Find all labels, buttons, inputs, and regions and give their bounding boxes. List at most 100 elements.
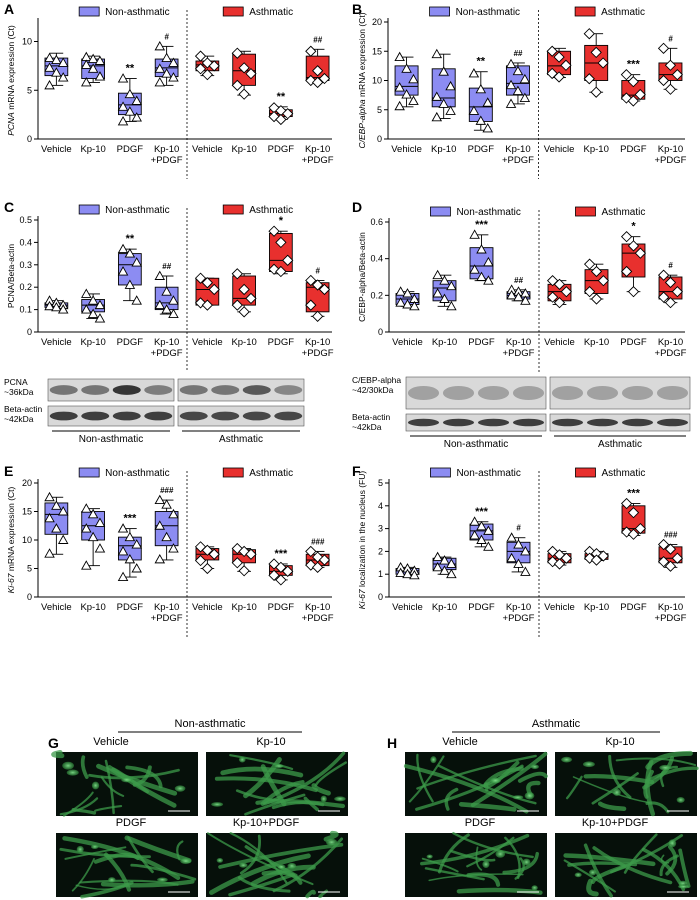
significance-label: ##	[514, 276, 523, 285]
data-point	[231, 557, 243, 569]
blot-band	[49, 411, 78, 421]
data-point	[168, 295, 179, 305]
blot-band	[586, 418, 619, 427]
blot-band	[242, 385, 271, 395]
data-point	[627, 528, 640, 540]
cell-fiber	[314, 761, 348, 787]
y-tick-label: 5	[378, 478, 383, 488]
data-point	[583, 286, 596, 298]
box-B-asthmatic-0	[546, 45, 572, 83]
data-point	[154, 299, 166, 310]
significance-label: **	[277, 91, 286, 103]
y-tick-label: 0.4	[370, 254, 383, 264]
data-point	[282, 565, 294, 577]
data-point	[469, 530, 480, 540]
category-label: PDGF	[620, 337, 647, 348]
box-F-non-asthmatic-0	[395, 561, 420, 580]
y-tick-label: 0.3	[19, 260, 32, 270]
data-point	[519, 92, 531, 103]
category-label: Kp-10	[80, 602, 105, 613]
cell-fiber	[659, 854, 679, 877]
data-point	[124, 553, 136, 564]
data-point	[131, 539, 142, 549]
box-A-asthmatic-3: ##	[305, 35, 331, 89]
data-point	[124, 531, 136, 542]
data-point	[468, 68, 480, 78]
data-point	[161, 499, 172, 509]
cell-fiber	[59, 847, 151, 859]
box-F-asthmatic-0	[546, 545, 573, 570]
data-point	[282, 108, 294, 120]
data-point	[51, 301, 62, 312]
micrograph-tile	[51, 749, 198, 817]
legend-swatch	[574, 6, 596, 17]
box-D-asthmatic-2: *	[620, 221, 647, 298]
chart-panel-E: 0 5 10 15 20 Ki-67 mRNA expression (Ct) Non-as…	[6, 467, 334, 637]
category-label: Vehicle	[544, 602, 575, 613]
category-label: Kp-10	[231, 602, 256, 613]
data-point	[81, 304, 92, 314]
legend-swatch	[430, 206, 451, 217]
panel-letter: B	[352, 1, 362, 17]
cell-fiber	[107, 765, 177, 808]
micrograph-tile	[555, 833, 697, 898]
data-point	[44, 52, 55, 63]
data-point	[268, 225, 280, 237]
blot-band	[407, 418, 440, 427]
significance-label: ***	[475, 506, 489, 518]
cell-fiber	[458, 802, 517, 812]
data-point	[318, 554, 331, 566]
data-point	[231, 268, 243, 280]
data-point	[476, 534, 487, 544]
cell-fiber	[130, 863, 197, 881]
data-point	[168, 308, 179, 319]
category-label: +PDGF	[655, 613, 687, 624]
category-label: PDGF	[620, 602, 647, 613]
data-point	[44, 512, 55, 523]
blot-size-label: ~36kDa	[4, 387, 34, 397]
cell-nucleus	[334, 796, 346, 802]
blot-row-label: PCNA	[4, 377, 28, 387]
cell-fiber	[450, 849, 496, 862]
data-point	[94, 71, 106, 81]
category-label: Kp-10	[231, 337, 256, 348]
significance-label: #	[668, 34, 673, 43]
category-label: Kp-10	[432, 337, 457, 348]
cell-nucleus	[530, 764, 539, 770]
y-tick-label: 15	[372, 46, 382, 56]
panel-letter: E	[4, 463, 13, 479]
data-point	[161, 68, 172, 78]
data-point	[620, 265, 633, 278]
data-point	[117, 73, 129, 83]
data-point	[520, 295, 531, 305]
data-point	[81, 560, 92, 570]
cell-fiber	[305, 889, 316, 899]
cell-fiber	[608, 754, 632, 799]
data-point	[161, 286, 172, 296]
y-axis-label-gene: Ki-67	[357, 589, 367, 609]
blot-band	[179, 385, 208, 395]
category-label: Kp-10	[432, 602, 457, 613]
category-label: Vehicle	[192, 144, 223, 155]
y-tick-label: 0	[377, 134, 382, 144]
blot-band	[274, 411, 303, 421]
blot-size-label: ~42kDa	[4, 414, 34, 424]
data-point	[311, 279, 324, 291]
box-C-asthmatic-3: #	[305, 266, 331, 322]
data-point	[620, 497, 633, 510]
category-label: PDGF	[468, 144, 495, 155]
data-point	[446, 558, 457, 568]
data-point	[520, 566, 531, 576]
box-F-non-asthmatic-2: ***	[469, 506, 494, 551]
data-point	[409, 569, 420, 580]
micrograph-tile	[403, 751, 548, 816]
western-blot-C: PCNA~36kDa Beta-actin~42kDa Non-asthmatic A…	[4, 377, 305, 445]
data-point	[231, 79, 243, 92]
data-point	[44, 300, 55, 311]
cell-fiber	[597, 801, 627, 811]
data-point	[401, 89, 412, 99]
data-point	[275, 113, 287, 126]
y-tick-label: 0.1	[19, 305, 32, 315]
significance-label: ##	[162, 262, 171, 271]
legend-swatch	[78, 467, 100, 478]
